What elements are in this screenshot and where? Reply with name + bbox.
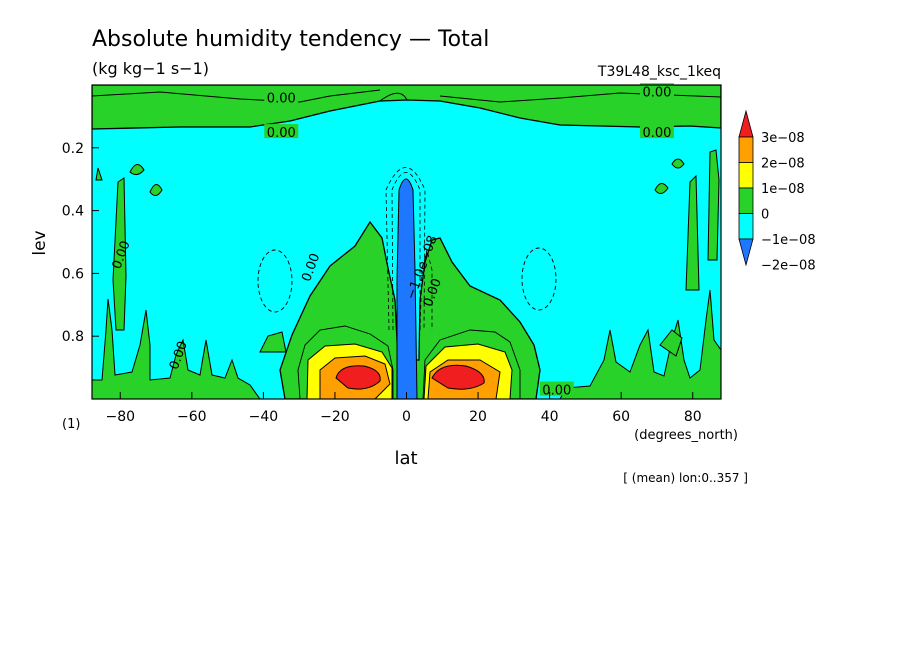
x-tick-label: 0: [402, 409, 411, 425]
svg-text:0.00: 0.00: [267, 92, 296, 107]
sh-small-patch-4: [259, 331, 287, 353]
contour-label: 0.00: [539, 381, 574, 399]
upper-positive-band: [92, 85, 721, 130]
sh-dashed-oval: [257, 249, 293, 313]
contour-label: 0.00: [264, 89, 299, 107]
colorbar-box: [738, 213, 754, 240]
y-axis: 0.2 0.4 0.6 0.8: [62, 141, 99, 345]
contour-label: 0.00: [639, 83, 674, 100]
x-axis-label: lat: [394, 448, 417, 469]
contour-label: 0.00: [639, 124, 674, 141]
x-tick-label: −80: [105, 409, 135, 425]
y-units-label: (1): [62, 417, 80, 432]
x-units-label: (degrees_north): [634, 428, 738, 443]
svg-text:0.00: 0.00: [267, 126, 296, 141]
column-dashed-contour-1: [391, 172, 421, 331]
colorbar-box: [738, 136, 754, 163]
contour-label: 0.00: [264, 124, 299, 141]
svg-text:0.00: 0.00: [642, 85, 671, 100]
colorbar-label: 3e−08: [761, 131, 805, 146]
nh-small-patch-2: [671, 158, 685, 169]
x-tick-label: 80: [684, 409, 702, 425]
nh-small-patch-3: [659, 329, 683, 357]
run-label: T39L48_ksc_1keq: [597, 64, 721, 80]
equatorial-column: [396, 178, 418, 399]
nh-red: [431, 364, 485, 390]
y-tick-label: 0.2: [62, 141, 84, 157]
colorbar-box: [738, 187, 754, 214]
x-tick-label: −40: [249, 409, 279, 425]
colorbar: 3e−08 2e−08 1e−08 0 −1e−08 −2e−08: [738, 109, 816, 274]
sh-small-patch-2: [129, 164, 145, 176]
colorbar-label: −2e−08: [761, 259, 816, 274]
nh-tall-patch-2: [707, 149, 720, 261]
nh-inner-contour: [422, 329, 521, 399]
colorbar-top-arrow: [738, 109, 754, 138]
chart-title: Absolute humidity tendency — Total: [92, 27, 489, 52]
colorbar-label: 2e−08: [761, 157, 805, 172]
colorbar-box: [738, 162, 754, 189]
colorbar-bottom-arrow: [738, 238, 754, 267]
y-axis-label: lev: [30, 230, 50, 255]
sh-inner-contour: [297, 325, 394, 399]
nh-lowlevel-patches: [559, 289, 721, 399]
sh-small-patch-1: [95, 167, 103, 181]
x-tick-label: 40: [541, 409, 559, 425]
nh-tall-patch-1: [685, 174, 700, 291]
x-axis: −80 −60 −40 −20 0 20 40 60 80: [105, 392, 702, 425]
nh-small-patch-1: [654, 183, 669, 194]
y-tick-label: 0.8: [62, 329, 84, 345]
sh-small-patch-3: [149, 184, 163, 196]
colorbar-label: 0: [761, 208, 769, 223]
x-tick-label: −60: [177, 409, 207, 425]
colorbar-label: −1e−08: [761, 233, 816, 248]
x-tick-label: 60: [612, 409, 630, 425]
colorbar-label: 1e−08: [761, 182, 805, 197]
chart-subtitle: (kg kg−1 s−1): [92, 59, 209, 78]
mean-note: [ (mean) lon:0..357 ]: [623, 471, 748, 485]
x-tick-label: −20: [320, 409, 350, 425]
sh-lowlevel-patches: [92, 298, 261, 399]
column-dashed-contour-2: [385, 167, 426, 331]
sh-red: [335, 365, 381, 390]
column-dashed-contour-3: [419, 249, 433, 331]
x-tick-label: 20: [469, 409, 487, 425]
sh-tall-patch: [112, 177, 127, 331]
svg-text:0.00: 0.00: [542, 384, 571, 399]
svg-text:0.00: 0.00: [642, 126, 671, 141]
contour-field: [92, 85, 721, 399]
y-tick-label: 0.4: [62, 204, 84, 220]
nh-dashed-oval: [521, 247, 557, 311]
y-tick-label: 0.6: [62, 266, 84, 282]
